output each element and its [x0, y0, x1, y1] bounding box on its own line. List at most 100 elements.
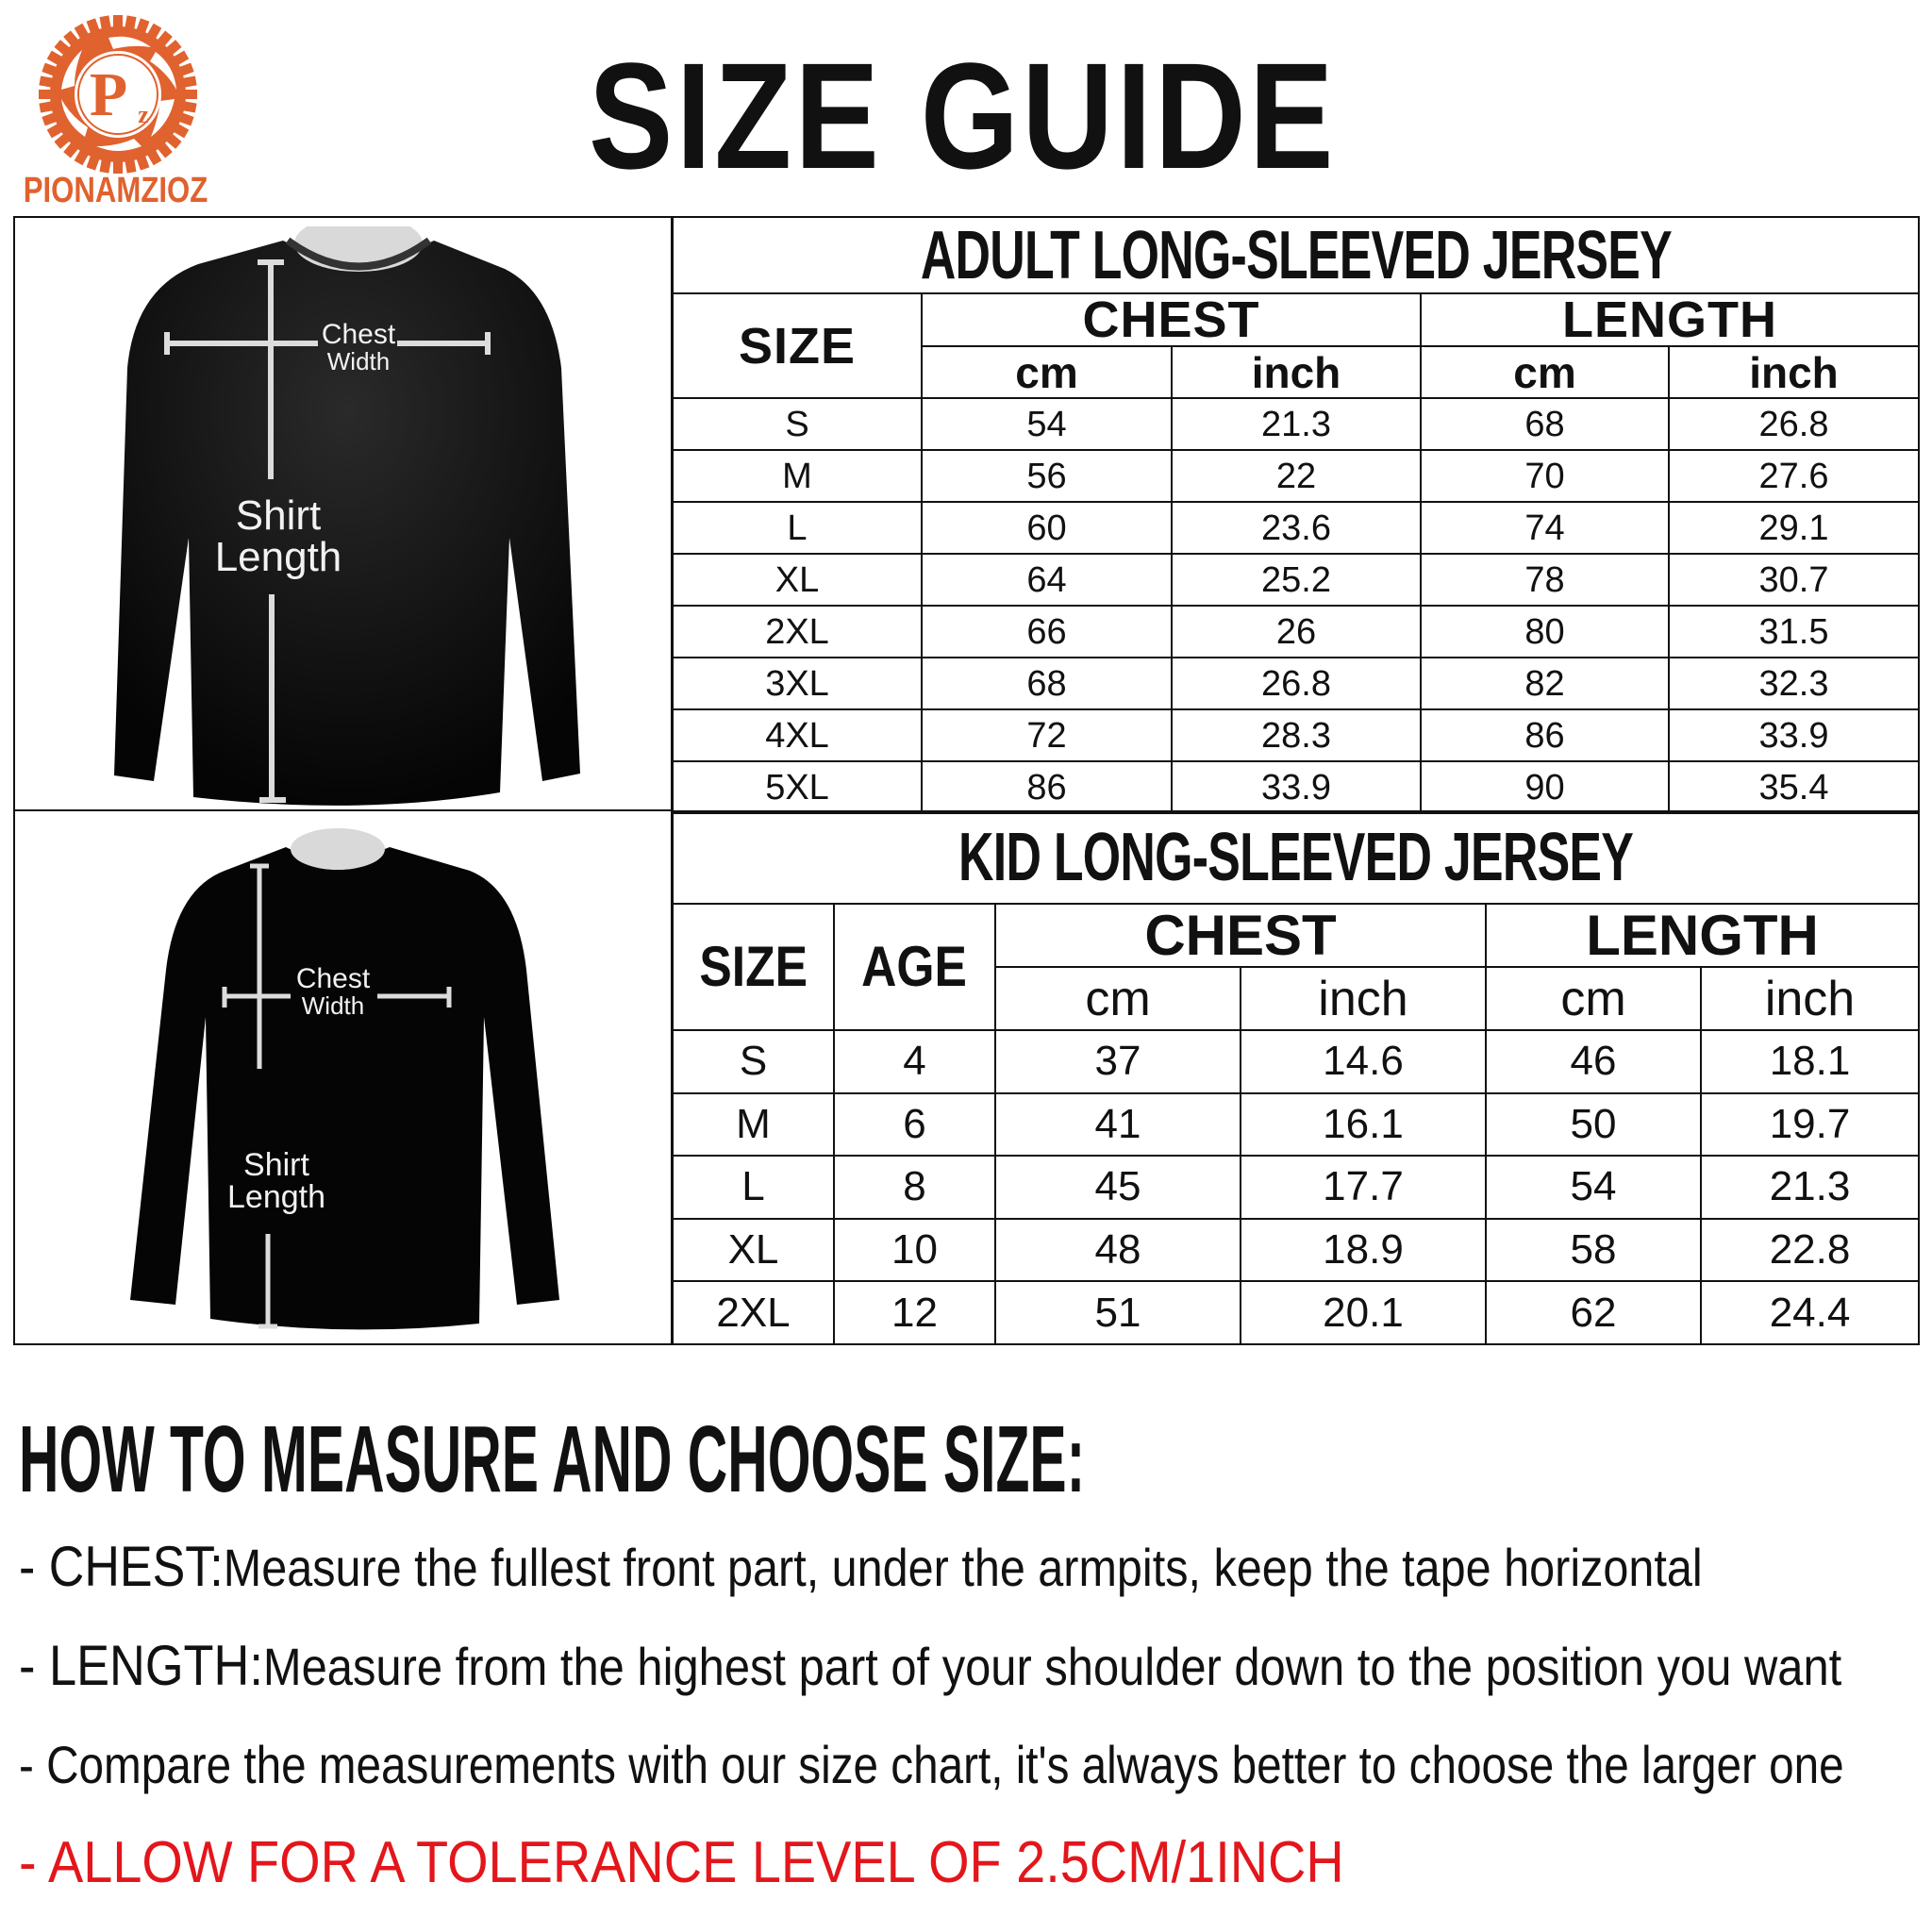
gear-logo-icon: P z — [39, 15, 197, 174]
table-cell: 14.6 — [1240, 1029, 1487, 1094]
kid-size-table: KID LONG-SLEEVED JERSEY SIZE AGE CHEST L… — [671, 810, 1921, 1345]
logo-monogram: P — [90, 60, 127, 129]
header-chest: CHEST — [921, 292, 1422, 347]
table-cell: 32.3 — [1668, 657, 1920, 710]
table-cell: S — [672, 1029, 835, 1094]
table-cell: 6 — [833, 1091, 996, 1158]
adult-shirt-diagram: Chest Width Shirt Length — [108, 215, 580, 807]
table-cell: 25.2 — [1171, 553, 1422, 607]
table-cell: 3XL — [672, 657, 923, 710]
header-chest-inch: inch — [1240, 966, 1487, 1031]
chest-width-label: Chest Width — [295, 963, 371, 1020]
table-row: XL 10 48 18.9 58 22.8 — [672, 1217, 1921, 1283]
header-chest-cm: cm — [994, 966, 1241, 1031]
header-chest: CHEST — [994, 903, 1487, 968]
kid-table-title: KID LONG-SLEEVED JERSEY — [671, 810, 1921, 905]
table-cell: 35.4 — [1668, 760, 1920, 814]
adult-shirt-icon — [114, 215, 580, 806]
table-cell: 28.3 — [1171, 708, 1422, 762]
table-cell: 50 — [1485, 1091, 1702, 1158]
kid-shirt-diagram: Chest Width Shirt Length — [130, 828, 559, 1333]
table-cell: 26 — [1171, 605, 1422, 658]
table-cell: 8 — [833, 1155, 996, 1220]
header-chest-cm: cm — [921, 345, 1173, 399]
table-cell: 33.9 — [1668, 708, 1920, 762]
header-length-cm: cm — [1485, 966, 1702, 1031]
table-cell: 24.4 — [1699, 1280, 1921, 1345]
table-cell: 30.7 — [1668, 553, 1920, 607]
table-row: 3XL 68 26.8 82 32.3 — [672, 657, 1920, 710]
table-cell: 18.1 — [1699, 1029, 1921, 1094]
table-cell: XL — [672, 553, 923, 607]
adult-table-title: ADULT LONG-SLEEVED JERSEY — [672, 216, 1920, 294]
table-cell: 58 — [1485, 1217, 1702, 1283]
table-cell: 31.5 — [1668, 605, 1920, 658]
table-cell: 41 — [994, 1091, 1241, 1158]
column-divider — [671, 216, 673, 1343]
table-cell: S — [672, 397, 923, 451]
table-cell: 86 — [921, 760, 1173, 814]
table-cell: 68 — [1420, 397, 1670, 451]
header-length: LENGTH — [1420, 292, 1920, 347]
table-cell: 2XL — [672, 1280, 835, 1345]
table-cell: XL — [672, 1217, 835, 1283]
shirt-length-label: Shirt Length — [214, 492, 342, 580]
table-row: 4XL 72 28.3 86 33.9 — [672, 708, 1920, 762]
table-cell: 33.9 — [1171, 760, 1422, 814]
adult-size-table: ADULT LONG-SLEEVED JERSEY SIZE CHEST LEN… — [672, 216, 1920, 814]
table-row: 2XL 66 26 80 31.5 — [672, 605, 1920, 658]
page-title: SIZE GUIDE — [589, 31, 1337, 200]
table-cell: 82 — [1420, 657, 1670, 710]
table-cell: M — [672, 449, 923, 503]
shirt-length-label: Shirt Length — [227, 1147, 325, 1215]
table-cell: 26.8 — [1171, 657, 1422, 710]
table-cell: 68 — [921, 657, 1173, 710]
table-row: M 56 22 70 27.6 — [672, 449, 1920, 503]
table-row: 2XL 12 51 20.1 62 24.4 — [672, 1280, 1921, 1345]
header-size: SIZE — [672, 292, 923, 399]
header-length-inch: inch — [1699, 966, 1921, 1031]
table-row: S 54 21.3 68 26.8 — [672, 397, 1920, 451]
table-cell: 46 — [1485, 1029, 1702, 1094]
instruction-tolerance-warning: - ALLOW FOR A TOLERANCE LEVEL OF 2.5CM/1… — [19, 1830, 1344, 1895]
table-row: L 60 23.6 74 29.1 — [672, 501, 1920, 555]
table-cell: 17.7 — [1240, 1155, 1487, 1220]
table-cell: 4XL — [672, 708, 923, 762]
header-age: AGE — [833, 903, 996, 1031]
table-row: 5XL 86 33.9 90 35.4 — [672, 760, 1920, 814]
chest-width-label: Chest Width — [321, 319, 396, 375]
kid-shirt-icon — [130, 828, 559, 1330]
table-cell: 51 — [994, 1280, 1241, 1345]
howto-heading: HOW TO MEASURE AND CHOOSE SIZE: — [19, 1407, 1086, 1512]
table-cell: 64 — [921, 553, 1173, 607]
row-divider — [13, 809, 674, 811]
table-row: XL 64 25.2 78 30.7 — [672, 553, 1920, 607]
table-cell: M — [672, 1091, 835, 1158]
table-cell: 37 — [994, 1029, 1241, 1094]
table-cell: 4 — [833, 1029, 996, 1094]
table-cell: 74 — [1420, 501, 1670, 555]
table-cell: 27.6 — [1668, 449, 1920, 503]
brand-logo: P z PIONAMZIOZ — [19, 9, 217, 212]
table-cell: 66 — [921, 605, 1173, 658]
header-chest-inch: inch — [1171, 345, 1422, 399]
header-length: LENGTH — [1484, 903, 1921, 968]
table-cell: 60 — [921, 501, 1173, 555]
table-cell: 54 — [921, 397, 1173, 451]
table-cell: 19.7 — [1699, 1091, 1921, 1158]
instruction-chest: - CHEST:Measure the fullest front part, … — [19, 1535, 1703, 1598]
table-cell: 72 — [921, 708, 1173, 762]
table-cell: 21.3 — [1699, 1155, 1921, 1220]
table-cell: 62 — [1485, 1280, 1702, 1345]
table-cell: 86 — [1420, 708, 1670, 762]
table-cell: 16.1 — [1240, 1091, 1487, 1158]
table-cell: 18.9 — [1240, 1217, 1487, 1283]
header-length-cm: cm — [1420, 345, 1670, 399]
table-cell: 90 — [1420, 760, 1670, 814]
table-cell: 12 — [833, 1280, 996, 1345]
table-cell: 70 — [1420, 449, 1670, 503]
table-row: L 8 45 17.7 54 21.3 — [672, 1155, 1921, 1220]
table-cell: 56 — [921, 449, 1173, 503]
table-cell: 22.8 — [1699, 1217, 1921, 1283]
logo-monogram-small: z — [138, 101, 149, 128]
